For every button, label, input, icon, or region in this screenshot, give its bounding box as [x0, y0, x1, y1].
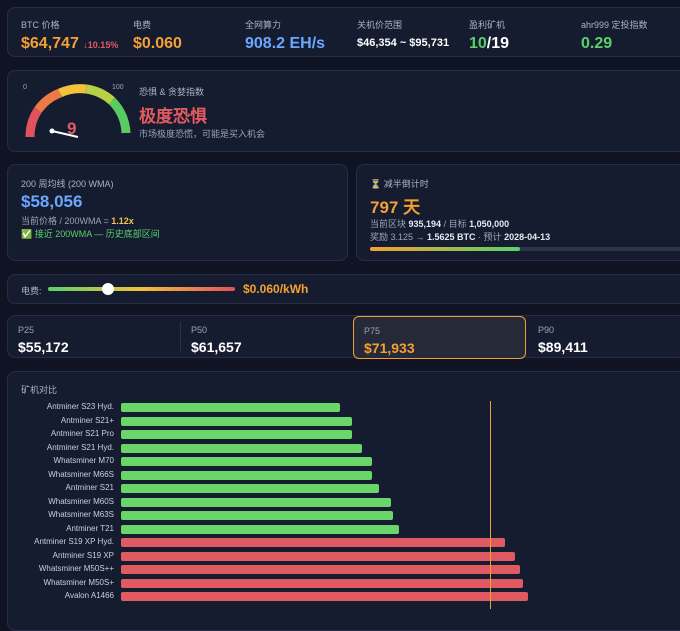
profitable-count: 10 [469, 35, 487, 52]
halving-days: 797 天 [370, 198, 421, 217]
gauge-max: 100 [112, 84, 124, 91]
stat-hashrate: 全网算力 908.2 EH/s [245, 18, 325, 53]
percentile-value: $89,411 [538, 339, 588, 355]
profitable-total: /19 [486, 35, 510, 52]
stat-electricity: 电费 $0.060 [133, 18, 182, 53]
wma-ratio: 1.12x [111, 216, 134, 226]
reward-label: 奖励 3.125 → [370, 232, 428, 242]
percentile-label: P50 [191, 325, 208, 335]
percentile-p90[interactable]: P90 $89,411 [528, 316, 680, 357]
percentile-p50[interactable]: P50 $61,657 [181, 316, 351, 357]
halving-title: 减半倒计时 [383, 179, 429, 189]
power-label: 电费: [21, 286, 42, 296]
stat-label: ahr999 定投指数 [581, 20, 648, 30]
stat-label: BTC 价格 [21, 20, 60, 30]
percentile-label: P90 [538, 325, 555, 335]
fear-greed-note: 市场极度恐慌，可能是买入机会 [139, 129, 266, 139]
miner-chart-title: 矿机对比 [21, 385, 58, 395]
power-card: 电费: $0.060/kWh [7, 274, 680, 304]
percentile-label: P75 [364, 326, 381, 336]
fear-greed-gauge [25, 84, 131, 138]
fear-greed-title: 恐惧 & 贪婪指数 [139, 87, 205, 97]
percentile-p25[interactable]: P25 $55,172 [8, 316, 178, 357]
percentile-p75[interactable]: P75 $71,933 [353, 316, 526, 359]
eta-label: · 预计 [475, 232, 505, 242]
stat-label: 全网算力 [245, 20, 282, 30]
halving-card: ⏳ 减半倒计时 797 天 当前区块 935,194 / 目标 1,050,00… [356, 164, 680, 261]
stat-ahr999: ahr999 定投指数 0.29 [581, 18, 648, 53]
fear-greed-state: 极度恐惧 [139, 107, 207, 126]
stats-bar [7, 7, 680, 57]
wma-card: 200 周均线 (200 WMA) $58,056 当前价格 / 200WMA … [7, 164, 348, 261]
stat-profitable-miners: 盈利矿机 10/19 [469, 18, 509, 53]
percentile-value: $61,657 [191, 339, 242, 355]
percentiles-card: P25 $55,172 P50 $61,657 P75 $71,933 P90 … [7, 315, 680, 359]
fear-greed-value: 9 [67, 119, 77, 138]
wma-ratio-label: 当前价格 / 200WMA = [21, 216, 112, 226]
wma-hint: ✅ 接近 200WMA — 历史底部区间 [21, 229, 160, 239]
ahr999-value: 0.29 [581, 35, 613, 52]
wma-title: 200 周均线 (200 WMA) [21, 179, 114, 189]
percentile-label: P25 [18, 325, 35, 335]
btc-price-value: $64,747 [21, 35, 79, 52]
hashrate-value: 908.2 EH/s [245, 35, 326, 52]
stat-label: 关机价范围 [357, 20, 403, 30]
reward-value: 1.5625 BTC [427, 232, 476, 242]
electricity-value: $0.060 [133, 35, 182, 52]
eta-value: 2028-04-13 [504, 232, 551, 242]
stat-shutdown-range: 关机价范围 $46,354 ~ $95,731 [357, 18, 449, 49]
power-value: $0.060/kWh [243, 282, 309, 296]
btc-price-change: ↓10.15% [83, 40, 119, 50]
stat-label: 电费 [133, 20, 152, 30]
wma-value: $58,056 [21, 192, 83, 211]
target-label: / 目标 [441, 219, 470, 229]
hourglass-icon: ⏳ [370, 179, 382, 189]
stat-label: 盈利矿机 [469, 20, 506, 30]
miner-comparison-card: 矿机对比 [7, 371, 680, 631]
divider [180, 322, 181, 351]
block-value: 935,194 [408, 219, 442, 229]
percentile-value: $71,933 [364, 340, 415, 356]
halving-progress-track [370, 247, 680, 251]
percentile-value: $55,172 [18, 339, 69, 355]
fear-greed-card: 0 100 9 恐惧 & 贪婪指数 极度恐惧 市场极度恐慌，可能是买入机会 [7, 70, 680, 152]
power-slider-thumb[interactable] [101, 283, 114, 295]
power-slider[interactable] [48, 283, 235, 295]
stat-btc-price: BTC 价格 $64,747 ↓10.15% [21, 18, 118, 53]
block-label: 当前区块 [370, 219, 409, 229]
gauge-min: 0 [23, 84, 27, 91]
halving-progress-fill [370, 247, 520, 251]
target-value: 1,050,000 [469, 219, 510, 229]
shutdown-range-value: $46,354 ~ $95,731 [357, 37, 450, 49]
